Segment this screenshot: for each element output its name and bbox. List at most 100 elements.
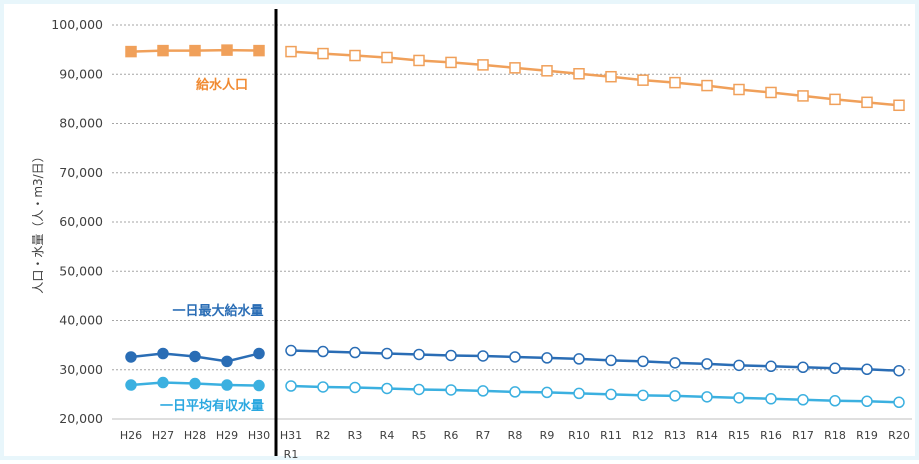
data-point [285,45,297,58]
x-tick-label: R15 [728,429,750,442]
data-point [317,345,329,358]
series-layer [125,44,905,409]
data-point [893,364,905,377]
data-point [221,355,233,368]
data-point [125,379,137,391]
data-point [509,351,521,363]
x-tick-label: R6 [444,429,459,442]
data-point [701,358,713,370]
series-2 [125,376,905,409]
data-point [829,362,841,375]
data-point [189,44,201,57]
data-point [509,62,521,74]
data-point [733,392,745,404]
data-point [541,65,553,77]
x-tick-label: H28 [184,429,206,442]
x-tick-label: R10 [568,429,590,442]
data-point [893,99,905,112]
data-point [605,388,617,401]
data-point [477,385,489,397]
data-point [797,361,809,374]
data-point [573,68,585,80]
data-point [861,96,873,109]
y-tick-label: 30,000 [59,362,103,377]
data-point [189,350,201,363]
data-point [253,44,265,57]
data-point [381,382,393,395]
x-tick-label: R9 [540,429,555,442]
data-point [413,348,425,361]
x-tick-label: R19 [856,429,878,442]
data-point [829,93,841,106]
series-0 [125,44,905,112]
data-point [829,395,841,407]
series-1 [125,344,905,377]
x-tick-label: R11 [600,429,622,442]
data-point [861,395,873,408]
data-point [381,347,393,360]
x-tick-label: R14 [696,429,718,442]
data-point [157,376,169,389]
data-point [637,355,649,368]
data-point [477,350,489,362]
x-tick-label: R8 [508,429,523,442]
data-point [125,351,137,363]
x-tick-label: H29 [216,429,238,442]
series-label: 一日平均有収水量 [160,398,264,414]
y-axis-title: 人口・水量（人・m3/日） [31,150,45,293]
y-tick-label: 90,000 [59,66,103,81]
data-point [349,381,361,394]
x-tick-label: R17 [792,429,814,442]
data-point [413,383,425,396]
data-point [701,79,713,92]
y-tick-label: 60,000 [59,214,103,229]
data-point [541,386,553,399]
series-label: 一日最大給水量 [172,303,263,319]
data-point [765,360,777,373]
data-point [797,394,809,406]
x-tick-label: R13 [664,429,686,442]
data-point [669,76,681,89]
data-point [765,393,777,405]
data-point [861,363,873,376]
data-point [445,384,457,396]
data-point [189,377,201,390]
data-point [349,49,361,62]
y-tick-label: 100,000 [51,17,103,32]
x-tick-label: R4 [380,429,395,442]
data-point [893,396,905,409]
data-point [765,86,777,99]
y-tick-label: 80,000 [59,116,103,131]
data-point [605,354,617,367]
x-tick-label: R5 [412,429,427,442]
data-point [381,51,393,64]
x-tick-label: H26 [120,429,142,442]
data-point [125,45,137,58]
axis-layer: 20,000 30,000 40,000 50,000 60,000 70,000 80,0… [31,9,910,461]
y-tick-label: 50,000 [59,263,103,278]
data-point [797,90,809,102]
data-point [317,47,329,60]
grid-layer [112,24,912,420]
data-point [701,391,713,403]
data-point [445,349,457,362]
data-point [445,56,457,69]
data-point [669,357,681,369]
data-point [605,70,617,83]
data-point [349,346,361,359]
data-point [317,381,329,393]
data-point [573,353,585,365]
x-tick-label: R2 [316,429,331,442]
y-tick-label: 70,000 [59,165,103,180]
data-point [285,344,297,357]
data-point [733,359,745,372]
data-point [477,59,489,71]
data-point [285,380,297,392]
data-point [413,54,425,67]
line-chart: 20,000 30,000 40,000 50,000 60,000 70,000 80,0… [31,9,912,461]
x-tick-label: R12 [632,429,654,442]
data-point [669,390,681,402]
data-point [253,347,265,360]
